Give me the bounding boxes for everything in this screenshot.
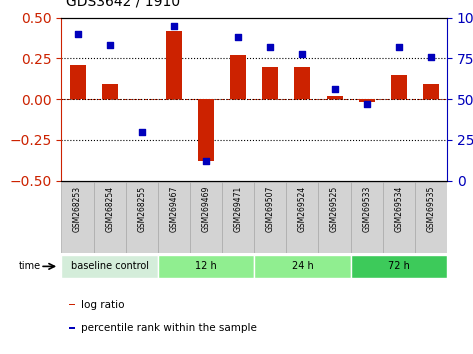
- FancyBboxPatch shape: [350, 255, 447, 278]
- Point: [74, 31, 81, 37]
- Text: GSM268253: GSM268253: [73, 186, 82, 232]
- FancyBboxPatch shape: [318, 182, 350, 253]
- FancyBboxPatch shape: [254, 255, 350, 278]
- Text: percentile rank within the sample: percentile rank within the sample: [81, 323, 257, 333]
- Bar: [326, 96, 342, 99]
- Text: log ratio: log ratio: [81, 299, 124, 310]
- FancyBboxPatch shape: [61, 182, 94, 253]
- FancyBboxPatch shape: [158, 182, 190, 253]
- Text: 72 h: 72 h: [388, 261, 410, 272]
- Bar: [294, 67, 310, 99]
- Bar: [262, 67, 278, 99]
- Bar: [198, 99, 214, 161]
- Point: [298, 51, 306, 56]
- Text: baseline control: baseline control: [70, 261, 149, 272]
- FancyBboxPatch shape: [94, 182, 126, 253]
- FancyBboxPatch shape: [126, 182, 158, 253]
- Bar: [69, 304, 75, 306]
- Text: GSM269535: GSM269535: [427, 186, 436, 232]
- Text: GSM269469: GSM269469: [201, 186, 210, 232]
- Text: GSM269534: GSM269534: [394, 186, 403, 232]
- Text: GSM269533: GSM269533: [362, 186, 371, 232]
- FancyBboxPatch shape: [350, 182, 383, 253]
- FancyBboxPatch shape: [190, 182, 222, 253]
- Text: GSM269471: GSM269471: [234, 186, 243, 232]
- FancyBboxPatch shape: [415, 182, 447, 253]
- Text: GSM269525: GSM269525: [330, 186, 339, 232]
- Text: time: time: [19, 261, 41, 272]
- Point: [235, 34, 242, 40]
- Bar: [70, 65, 86, 99]
- Point: [106, 42, 114, 48]
- Text: GSM268254: GSM268254: [105, 186, 114, 232]
- Point: [138, 129, 146, 135]
- Point: [266, 44, 274, 50]
- Text: GSM269507: GSM269507: [266, 186, 275, 232]
- Point: [427, 54, 435, 59]
- Text: GSM268255: GSM268255: [137, 186, 146, 232]
- Point: [202, 158, 210, 164]
- Bar: [166, 31, 182, 99]
- Bar: [69, 327, 75, 329]
- FancyBboxPatch shape: [222, 182, 254, 253]
- Bar: [423, 85, 439, 99]
- FancyBboxPatch shape: [254, 182, 286, 253]
- Bar: [391, 75, 407, 99]
- Point: [363, 101, 370, 107]
- Bar: [230, 55, 246, 99]
- Bar: [102, 85, 118, 99]
- Point: [395, 44, 403, 50]
- FancyBboxPatch shape: [61, 255, 158, 278]
- Text: 12 h: 12 h: [195, 261, 217, 272]
- Text: GSM269524: GSM269524: [298, 186, 307, 232]
- Text: 24 h: 24 h: [291, 261, 313, 272]
- Bar: [359, 99, 375, 102]
- Point: [331, 86, 338, 92]
- FancyBboxPatch shape: [286, 182, 318, 253]
- Text: GSM269467: GSM269467: [169, 186, 178, 232]
- FancyBboxPatch shape: [383, 182, 415, 253]
- FancyBboxPatch shape: [158, 255, 254, 278]
- Point: [170, 23, 178, 29]
- Text: GDS3642 / 1910: GDS3642 / 1910: [66, 0, 180, 9]
